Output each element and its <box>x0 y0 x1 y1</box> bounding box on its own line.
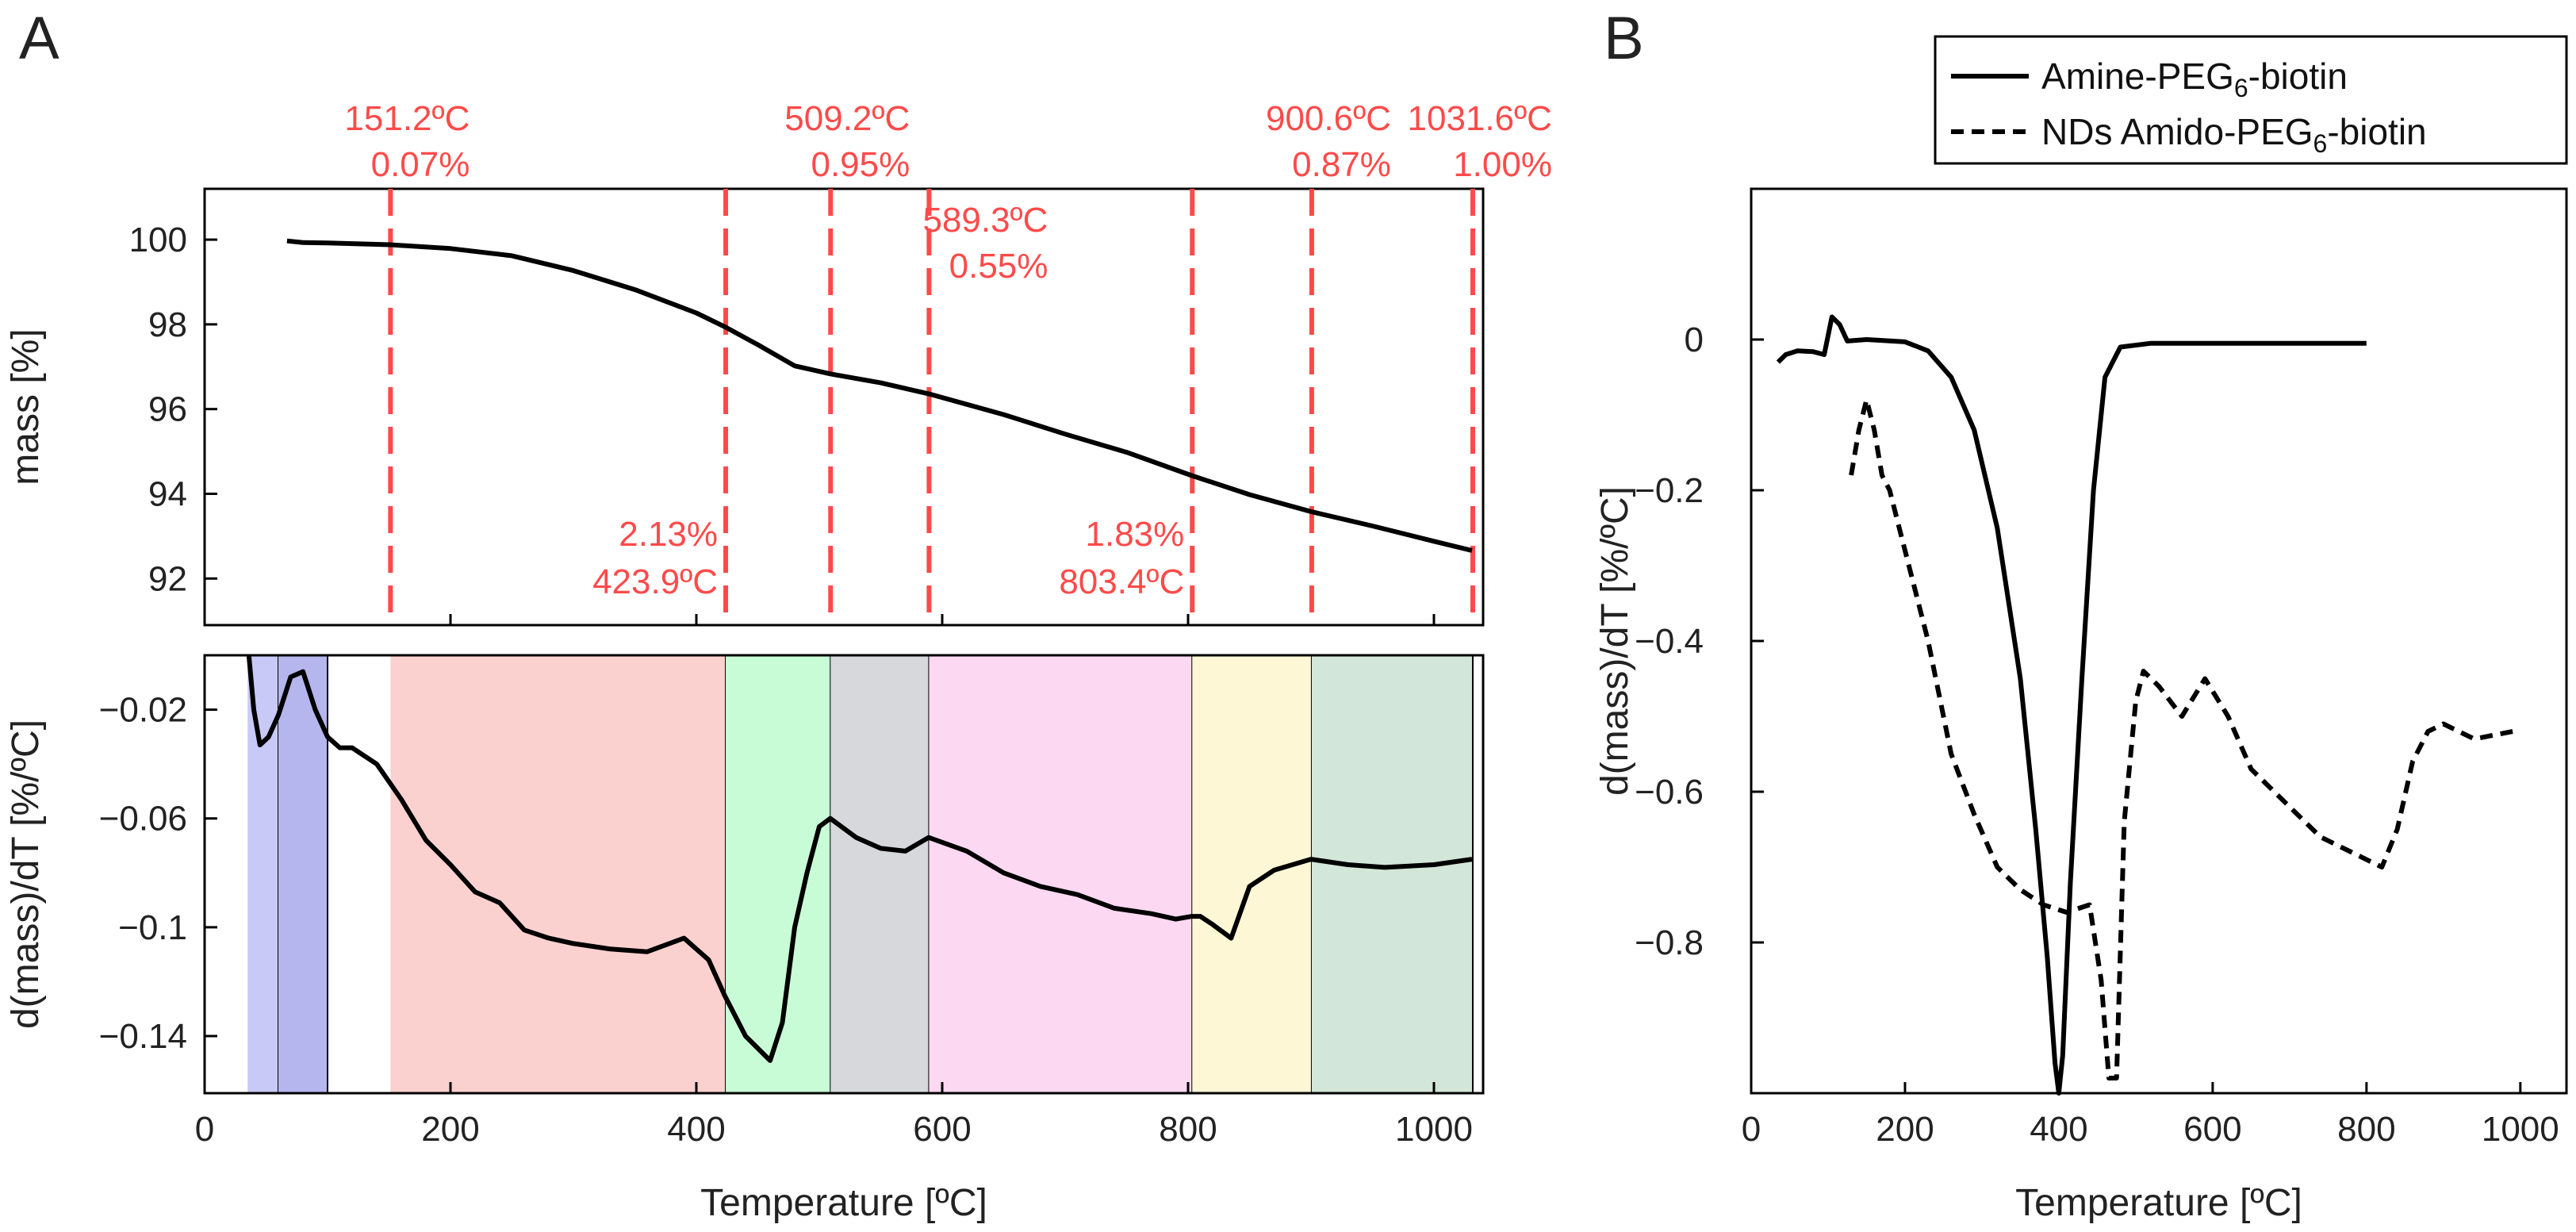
x-axis-title: Temperature [ºC] <box>2015 1182 2302 1224</box>
y-tick-label: 96 <box>148 390 187 429</box>
y-tick-label: 92 <box>148 559 187 598</box>
x-tick-label: 200 <box>421 1110 479 1149</box>
y-tick-label: 98 <box>148 305 187 344</box>
legend-box <box>1934 35 2568 165</box>
y-tick-label: −0.8 <box>1635 923 1704 962</box>
x-tick-label: 600 <box>2183 1110 2241 1149</box>
temperature-region <box>830 655 930 1093</box>
chart-b-derivative-comparison: 0 −0.2 −0.4 −0.6 −0.8 0 200 400 600 800 1000 d(mass… <box>1594 35 2568 1224</box>
y-axis-title: d(mass)/dT [%/ºC] <box>5 720 47 1029</box>
series-nds-amido-peg6-biotin <box>1849 397 2513 1080</box>
annotation-mass-loss: 1.83% <box>1086 515 1185 554</box>
x-tick-label: 400 <box>667 1110 725 1149</box>
temperature-region <box>390 655 726 1093</box>
x-tick-label: 800 <box>1159 1110 1217 1149</box>
y-tick-label: 0 <box>1685 320 1704 359</box>
y-tick-label: 100 <box>129 221 187 259</box>
annotation-temperature: 803.4ºC <box>1059 562 1184 601</box>
temperature-region <box>1192 655 1312 1093</box>
y-axis-title: mass [%] <box>5 328 47 485</box>
y-tick-label: −0.02 <box>99 691 187 730</box>
x-tick-label: 600 <box>913 1110 971 1149</box>
mass-curve <box>286 238 1473 553</box>
y-tick-label: 94 <box>148 474 187 513</box>
annotation-mass-loss: 2.13% <box>619 515 718 554</box>
panel-letter-b: B <box>1604 5 1644 72</box>
x-tick-label: 800 <box>2337 1110 2395 1149</box>
annotation-mass-loss: 0.55% <box>949 247 1048 286</box>
x-tick-label: 1000 <box>2482 1110 2559 1149</box>
annotation-mass-loss: 0.87% <box>1292 145 1391 184</box>
annotation-temperature: 151.2ºC <box>344 99 470 138</box>
annotation-mass-loss: 0.95% <box>811 145 910 184</box>
legend-label: Amine-PEG6-biotin <box>2041 56 2348 102</box>
annotation-temperature: 423.9ºC <box>592 562 718 601</box>
x-tick-label: 1000 <box>1395 1110 1473 1149</box>
y-tick-label: −0.14 <box>99 1017 187 1056</box>
y-tick-label: −0.4 <box>1635 622 1704 661</box>
annotation-temperature: 1031.6ºC <box>1408 99 1552 138</box>
plot-frame <box>203 654 1485 1095</box>
annotation-temperature: 900.6ºC <box>1266 99 1391 138</box>
y-tick-label: −0.2 <box>1635 471 1704 510</box>
x-axis-title: Temperature [ºC] <box>700 1182 987 1224</box>
temperature-region <box>278 655 328 1093</box>
y-tick-label: −0.06 <box>99 800 187 839</box>
x-tick-label: 400 <box>2030 1110 2087 1149</box>
panel-letter-a: A <box>19 5 59 72</box>
annotation-mass-loss: 0.07% <box>371 145 470 184</box>
derivative-curve <box>246 654 1473 1063</box>
x-tick-label: 200 <box>1876 1110 1934 1149</box>
plot-frame <box>1750 187 2568 1095</box>
chart-a-bottom-derivative: −0.02 −0.06 −0.1 −0.14 0 200 400 600 800 1000 d(ma… <box>5 654 1485 1224</box>
x-tick-label: 0 <box>195 1110 214 1149</box>
annotation-temperature: 509.2ºC <box>784 99 910 138</box>
series-amine-peg6-biotin <box>1776 314 2367 1096</box>
legend-label: NDs Amido-PEG6-biotin <box>2041 111 2427 158</box>
plot-frame <box>203 187 1485 627</box>
temperature-region <box>929 655 1193 1093</box>
temperature-region <box>1311 655 1473 1093</box>
y-axis-title: d(mass)/dT [%/ºC] <box>1594 486 1636 796</box>
temperature-region <box>726 655 831 1093</box>
x-tick-label: 0 <box>1742 1110 1761 1149</box>
chart-a-top-mass: 92 94 96 98 100 mass [%] 151.2ºC 0.07% 2.13% 423.… <box>5 99 1552 627</box>
annotation-temperature: 589.3ºC <box>922 201 1048 240</box>
y-tick-label: −0.1 <box>118 908 187 947</box>
annotation-mass-loss: 1.00% <box>1453 145 1552 184</box>
y-tick-label: −0.6 <box>1635 773 1704 812</box>
